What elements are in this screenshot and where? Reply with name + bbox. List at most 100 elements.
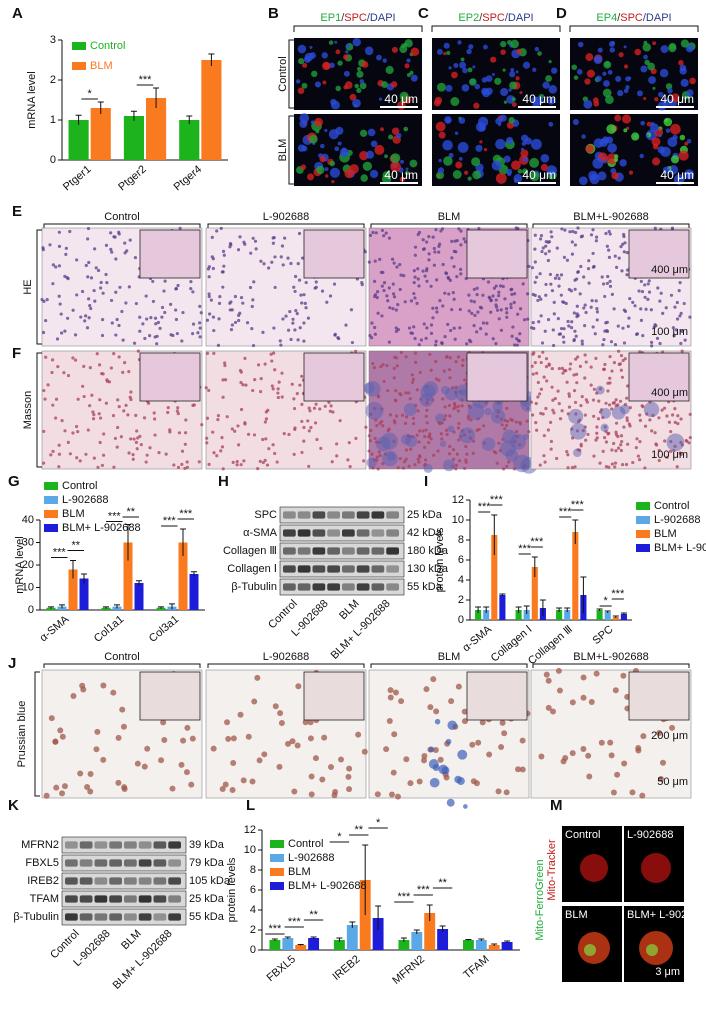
nucleus — [412, 280, 416, 285]
nucleus — [591, 251, 595, 256]
nucleus — [612, 307, 616, 311]
nucleus — [132, 341, 137, 345]
nucleus — [501, 730, 508, 737]
nucleus — [307, 719, 314, 726]
nucleus — [559, 293, 563, 297]
nucleus — [435, 278, 439, 282]
nucleus — [586, 773, 593, 780]
nucleus — [464, 444, 468, 449]
nucleus — [676, 414, 680, 418]
nucleus — [530, 364, 534, 368]
nucleus — [288, 309, 292, 314]
nucleus — [198, 321, 202, 325]
error-bar — [48, 606, 54, 609]
nucleus — [71, 431, 75, 435]
nucleus — [239, 380, 243, 385]
nucleus — [198, 326, 202, 330]
nucleus — [432, 747, 439, 754]
nucleus — [529, 326, 534, 330]
nucleus — [220, 445, 225, 449]
nucleus — [679, 452, 683, 457]
nucleus — [371, 230, 375, 235]
nucleus — [153, 316, 158, 320]
error-bar — [439, 925, 446, 932]
cell — [437, 167, 445, 174]
cell — [502, 68, 506, 72]
nucleus — [551, 398, 555, 402]
cell — [335, 85, 341, 92]
nucleus — [237, 711, 244, 718]
nucleus — [387, 427, 391, 431]
band — [109, 877, 122, 885]
nucleus — [100, 682, 107, 689]
nucleus — [244, 383, 248, 387]
protein-label: FBXL5 — [25, 857, 59, 869]
collagen — [522, 433, 529, 440]
nucleus — [506, 419, 510, 423]
x-tick-label: IREB2 — [330, 953, 362, 983]
nucleus — [121, 338, 125, 342]
cell — [652, 86, 656, 90]
band — [371, 565, 385, 573]
nucleus — [423, 274, 427, 278]
nucleus — [104, 401, 108, 405]
cell — [482, 89, 491, 98]
band — [371, 547, 385, 555]
inset — [139, 352, 201, 402]
nucleus — [298, 326, 302, 330]
iron — [457, 749, 468, 760]
header-part: SPC — [344, 12, 367, 24]
nucleus — [221, 285, 225, 289]
band — [79, 895, 93, 903]
nucleus — [285, 740, 292, 747]
nucleus — [133, 255, 138, 260]
nucleus — [98, 398, 102, 402]
nucleus — [447, 276, 451, 281]
nucleus — [567, 405, 572, 409]
error-bar — [125, 524, 131, 561]
cell — [647, 62, 655, 71]
band — [65, 877, 78, 885]
nucleus — [271, 236, 275, 240]
nucleus — [346, 765, 353, 772]
legend-label: Control — [288, 838, 323, 850]
nucleus — [427, 252, 431, 256]
cell — [537, 51, 542, 56]
nucleus — [606, 274, 610, 279]
nucleus — [122, 409, 126, 413]
nucleus — [238, 235, 242, 239]
nucleus — [299, 293, 303, 297]
annotation: *** — [530, 536, 544, 548]
nucleus — [323, 404, 327, 408]
nucleus — [427, 441, 431, 445]
cell — [577, 41, 584, 48]
nucleus — [453, 337, 457, 341]
scale-label: 40 μm — [522, 168, 556, 182]
nucleus — [375, 295, 379, 300]
nucleus — [290, 382, 294, 386]
nucleus — [245, 733, 252, 740]
nucleus — [254, 247, 258, 251]
nucleus — [54, 397, 59, 401]
nucleus — [115, 779, 122, 786]
nucleus — [640, 733, 647, 740]
inset — [466, 671, 528, 721]
nucleus — [538, 753, 545, 760]
nucleus — [575, 372, 579, 376]
cell — [404, 63, 410, 69]
nucleus — [495, 461, 499, 465]
nucleus — [373, 279, 377, 283]
nucleus — [42, 429, 46, 434]
nucleus — [534, 421, 538, 425]
nucleus — [626, 324, 630, 328]
cell — [657, 146, 665, 154]
nucleus — [44, 355, 48, 359]
nucleus — [607, 248, 611, 252]
bar — [424, 913, 436, 950]
nucleus — [621, 326, 625, 330]
collagen — [484, 407, 493, 416]
legend-swatch — [44, 510, 58, 518]
nucleus — [75, 293, 79, 297]
bracket — [569, 25, 699, 32]
nucleus — [210, 235, 214, 239]
